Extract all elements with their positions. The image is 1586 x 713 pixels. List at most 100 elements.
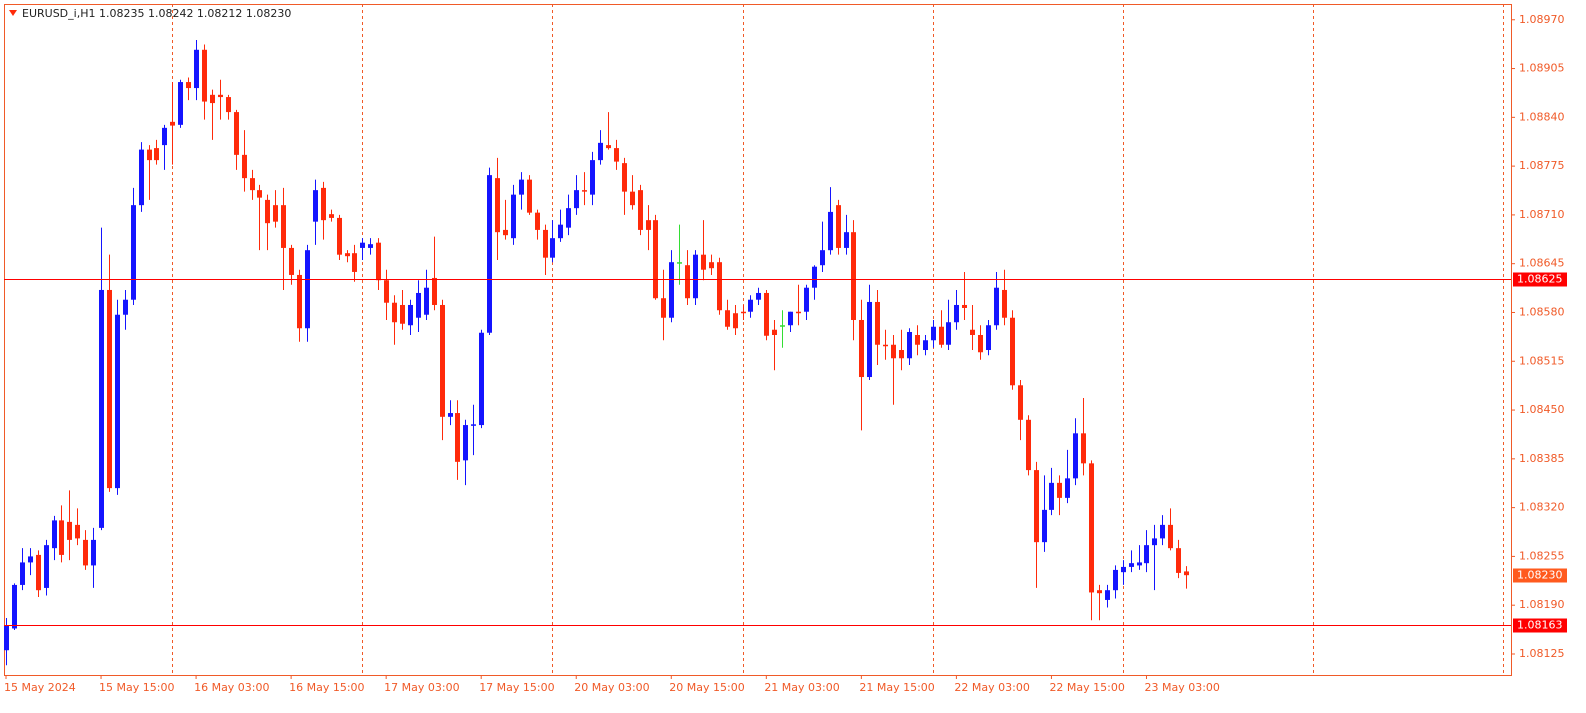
candle-body — [321, 187, 326, 221]
candle-body — [250, 178, 255, 191]
candle-body — [859, 319, 864, 378]
candle-body — [693, 254, 698, 299]
candle-body — [1152, 538, 1157, 546]
candle-body — [677, 262, 682, 264]
candle-body — [1002, 289, 1007, 318]
candle-body — [147, 149, 152, 161]
candle-body — [1097, 590, 1102, 594]
candle-body — [345, 253, 350, 257]
candle-body — [83, 539, 88, 566]
candle-body — [392, 302, 397, 323]
candle-body — [305, 250, 310, 329]
candle-body — [630, 191, 635, 206]
candle-body — [1065, 478, 1070, 498]
candle-body — [820, 250, 825, 266]
candle-body — [994, 287, 999, 326]
candle-body — [590, 160, 595, 195]
candle-body — [606, 145, 611, 149]
candle-body — [115, 314, 120, 489]
candle-body — [709, 262, 714, 269]
candle-body — [44, 545, 49, 588]
candle-body — [289, 247, 294, 275]
candle-body — [796, 311, 801, 314]
level-label: 1.08625 — [1517, 273, 1563, 286]
candle-body — [432, 277, 437, 305]
x-tick-label: 22 May 03:00 — [954, 681, 1029, 694]
candle-body — [416, 292, 421, 318]
candle-body — [978, 334, 983, 353]
candle-body — [1160, 524, 1165, 539]
y-tick-label: 1.08840 — [1519, 110, 1565, 123]
candle-body — [867, 301, 872, 378]
candle-body — [756, 292, 761, 300]
candle-body — [907, 331, 912, 359]
candle-body — [954, 304, 959, 323]
candle-body — [661, 298, 666, 318]
candle-body — [376, 242, 381, 281]
candle-body — [931, 326, 936, 341]
candle-body — [1137, 562, 1142, 566]
candle-body — [67, 521, 72, 540]
candle-body — [4, 625, 9, 651]
candle-body — [772, 329, 777, 335]
candle-body — [234, 112, 239, 155]
candle-body — [1010, 317, 1015, 386]
y-tick-label: 1.08515 — [1519, 354, 1565, 367]
candle-body — [352, 253, 357, 272]
y-tick-label: 1.08385 — [1519, 452, 1565, 465]
candle-body — [337, 217, 342, 255]
candle-body — [970, 329, 975, 335]
candle-body — [360, 242, 365, 248]
candle-body — [550, 238, 555, 258]
candle-body — [574, 190, 579, 209]
candle-body — [194, 49, 199, 89]
candle-body — [495, 178, 500, 233]
candle-body — [1049, 482, 1054, 510]
candle-body — [566, 208, 571, 228]
x-tick-label: 21 May 15:00 — [859, 681, 934, 694]
x-tick-label: 16 May 15:00 — [289, 681, 364, 694]
candle-body — [281, 205, 286, 248]
candle-body — [297, 274, 302, 329]
header-arrow — [9, 10, 17, 16]
candle-body — [75, 524, 80, 539]
x-tick-label: 16 May 03:00 — [194, 681, 269, 694]
candle-body — [487, 175, 492, 333]
plot-frame — [4, 4, 1512, 676]
x-tick-label: 23 May 03:00 — [1144, 681, 1219, 694]
candle-body — [1034, 470, 1039, 543]
candle-body — [455, 413, 460, 462]
y-tick-label: 1.08255 — [1519, 549, 1565, 562]
candle-body — [1176, 548, 1181, 573]
chart-header: EURUSD_i,H1 1.08235 1.08242 1.08212 1.08… — [22, 7, 291, 20]
candle-body — [1026, 419, 1031, 471]
candle-body — [622, 163, 627, 192]
x-tick-label: 17 May 03:00 — [384, 681, 459, 694]
candle-body — [851, 232, 856, 320]
candle-body — [162, 127, 167, 146]
candle-body — [685, 265, 690, 299]
candle-body — [519, 179, 524, 195]
candle-body — [273, 205, 278, 222]
candle-body — [107, 289, 112, 489]
candle-body — [828, 211, 833, 251]
candle-body — [329, 214, 334, 218]
level-label: 1.08163 — [1517, 619, 1563, 632]
candle-body — [1042, 509, 1047, 543]
x-tick-label: 20 May 15:00 — [669, 681, 744, 694]
x-tick-label: 20 May 03:00 — [574, 681, 649, 694]
y-tick-label: 1.08580 — [1519, 305, 1565, 318]
candle-body — [923, 340, 928, 351]
candle-body — [12, 584, 17, 629]
candle-body — [384, 280, 389, 303]
x-tick-label: 21 May 03:00 — [764, 681, 839, 694]
candle-body — [725, 310, 730, 327]
candle-body — [638, 190, 643, 230]
candle-body — [558, 224, 563, 239]
candle-body — [242, 154, 247, 179]
y-tick-label: 1.08125 — [1519, 647, 1565, 660]
candle-body — [36, 554, 41, 591]
candle-body — [463, 425, 468, 461]
candle-body — [1018, 385, 1023, 420]
